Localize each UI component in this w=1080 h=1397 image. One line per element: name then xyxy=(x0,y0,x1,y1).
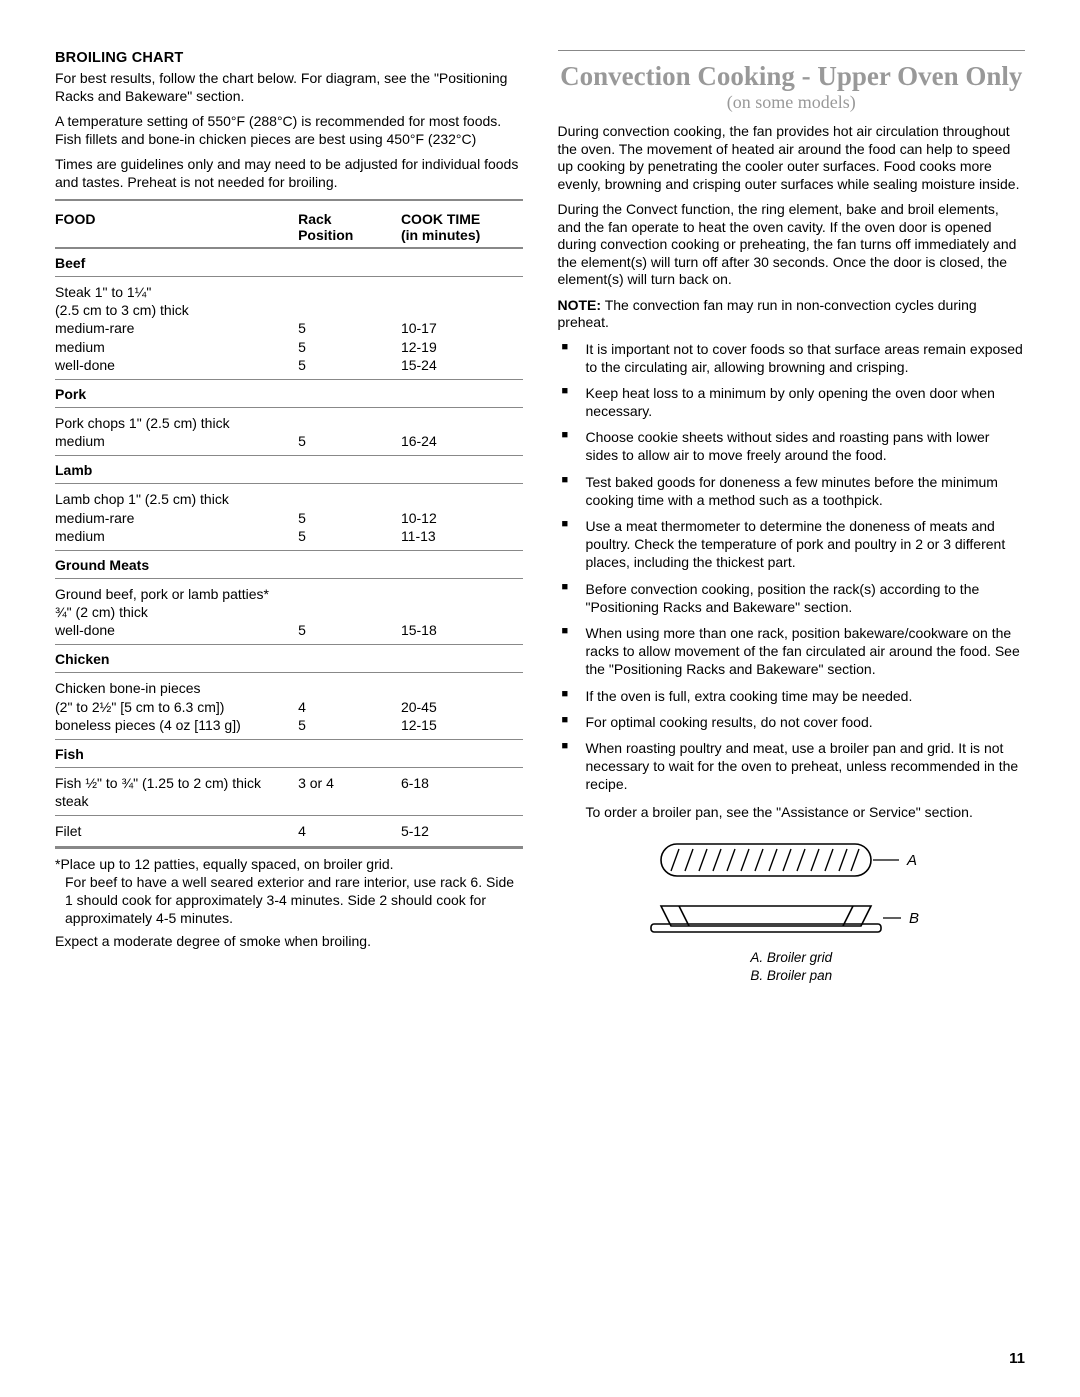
list-item: Use a meat thermometer to determine the … xyxy=(558,517,1026,572)
right-column: Convection Cooking - Upper Oven Only (on… xyxy=(558,50,1026,985)
table-bottom-rule xyxy=(55,847,523,849)
table-top-rule xyxy=(55,199,523,201)
footnote-1: *Place up to 12 patties, equally spaced,… xyxy=(55,855,523,928)
conv-para-1: During convection cooking, the fan provi… xyxy=(558,123,1026,193)
table-category: Beef xyxy=(55,248,523,277)
broiler-diagram: A B A. Broiler grid B. Broiler pan xyxy=(558,836,1026,985)
table-category: Ground Meats xyxy=(55,550,523,578)
table-row: Lamb chop 1" (2.5 cm) thick medium-rare … xyxy=(55,484,523,551)
list-item: If the oven is full, extra cooking time … xyxy=(558,687,1026,705)
list-item: For optimal cooking results, do not cove… xyxy=(558,713,1026,731)
footnote-2: Expect a moderate degree of smoke when b… xyxy=(55,933,523,951)
table-category: Chicken xyxy=(55,645,523,673)
intro-para-1: For best results, follow the chart below… xyxy=(55,70,523,105)
broiling-chart-heading: BROILING CHART xyxy=(55,50,523,66)
table-row: Ground beef, pork or lamb patties* ¾" (2… xyxy=(55,578,523,645)
convection-title: Convection Cooking - Upper Oven Only xyxy=(558,61,1026,92)
table-category: Pork xyxy=(55,379,523,407)
table-row: Pork chops 1" (2.5 cm) thick medium 5 16… xyxy=(55,407,523,455)
table-row: Filet45-12 xyxy=(55,816,523,846)
diagram-captions: A. Broiler grid B. Broiler pan xyxy=(558,949,1026,985)
broiler-svg: A B xyxy=(621,836,961,936)
list-item: Before convection cooking, position the … xyxy=(558,580,1026,616)
list-item: Test baked goods for doneness a few minu… xyxy=(558,473,1026,509)
section-top-rule xyxy=(558,50,1026,51)
broiling-table: FOOD Rack Position COOK TIME (in minutes… xyxy=(55,205,523,847)
diagram-label-b: B xyxy=(909,910,919,927)
tips-list: It is important not to cover foods so th… xyxy=(558,340,1026,794)
th-time: COOK TIME (in minutes) xyxy=(401,205,523,248)
left-column: BROILING CHART For best results, follow … xyxy=(55,50,523,985)
list-item: Choose cookie sheets without sides and r… xyxy=(558,428,1026,464)
list-item: When using more than one rack, position … xyxy=(558,624,1026,679)
th-food: FOOD xyxy=(55,205,298,248)
list-item: When roasting poultry and meat, use a br… xyxy=(558,739,1026,794)
conv-note: NOTE: The convection fan may run in non-… xyxy=(558,297,1026,332)
table-category: Lamb xyxy=(55,456,523,484)
convection-subtitle: (on some models) xyxy=(558,92,1026,113)
list-item: It is important not to cover foods so th… xyxy=(558,340,1026,376)
table-row: Fish ½" to ¾" (1.25 to 2 cm) thick steak… xyxy=(55,768,523,816)
list-item: Keep heat loss to a minimum by only open… xyxy=(558,384,1026,420)
intro-para-3: Times are guidelines only and may need t… xyxy=(55,156,523,191)
conv-para-2: During the Convect function, the ring el… xyxy=(558,201,1026,289)
diagram-label-a: A xyxy=(906,852,917,869)
table-category: Fish xyxy=(55,740,523,768)
table-row: Chicken bone-in pieces (2" to 2½" [5 cm … xyxy=(55,673,523,740)
page-number: 11 xyxy=(1009,1350,1025,1367)
order-para: To order a broiler pan, see the "Assista… xyxy=(558,803,1026,821)
th-rack: Rack Position xyxy=(298,205,401,248)
intro-para-2: A temperature setting of 550°F (288°C) i… xyxy=(55,113,523,148)
table-row: Steak 1" to 1¼" (2.5 cm to 3 cm) thick m… xyxy=(55,277,523,380)
